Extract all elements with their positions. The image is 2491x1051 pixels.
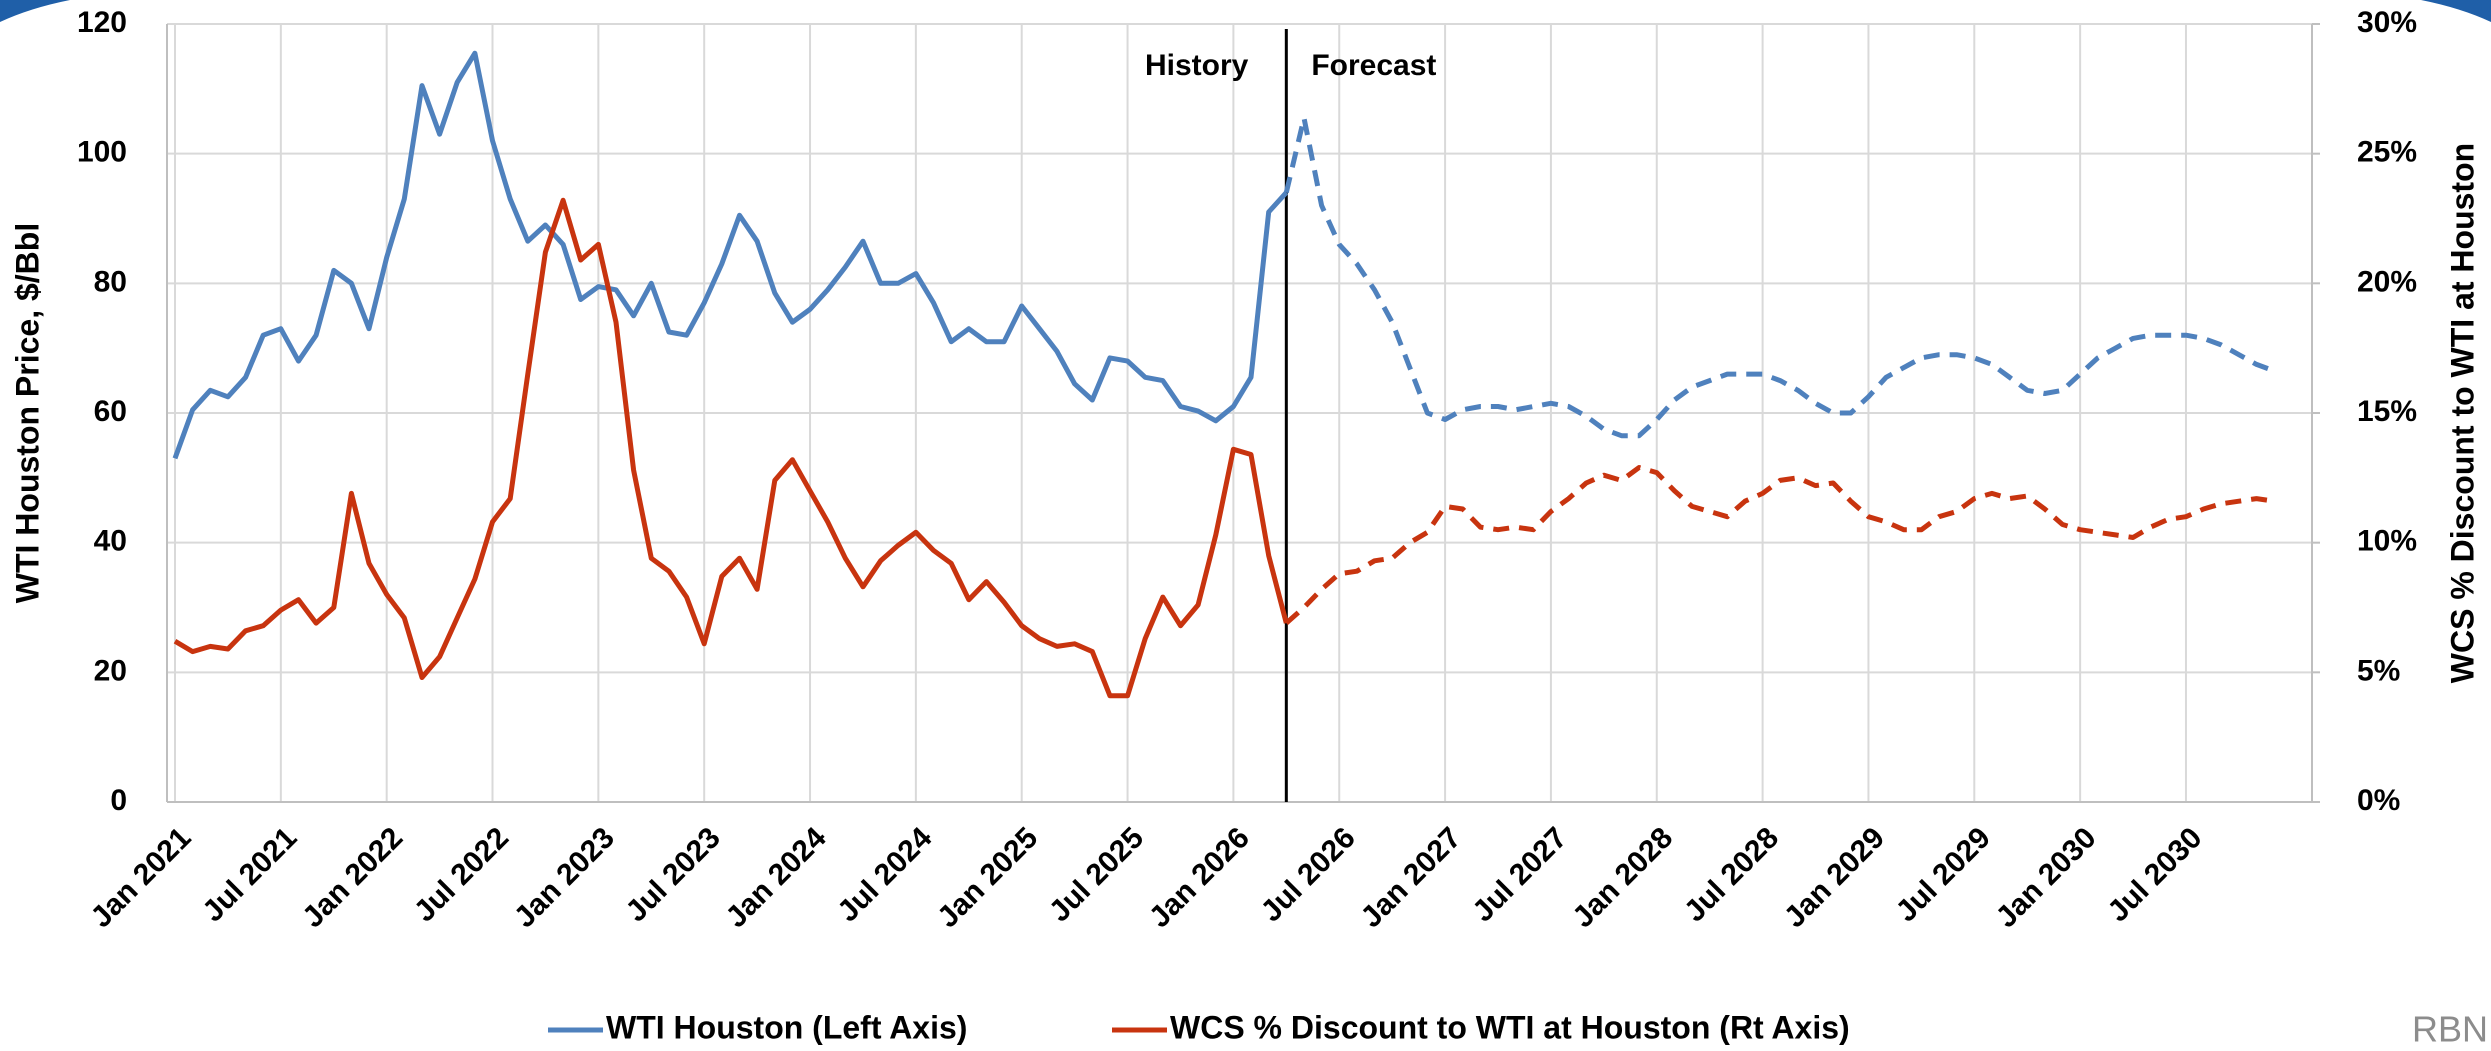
history-line [173,197,1289,699]
y2-tick-label: 0% [2357,784,2400,817]
x-tick-label: Jul 2028 [1678,821,1785,928]
logo: RBN [2412,1009,2488,1050]
x-tick-label: Jan 2024 [720,821,833,934]
y2-tick-label: 20% [2357,265,2417,298]
x-tick-label: Jul 2021 [196,821,303,928]
y2-axis-label: WCS % Discount to WTI at Houston [2444,143,2480,683]
y-tick-label: 120 [77,6,127,39]
corner-decor [0,0,70,22]
x-tick-label: Jul 2024 [831,821,938,928]
x-tick-label: Jul 2022 [408,821,515,928]
x-tick-label: Jan 2028 [1566,821,1679,934]
y-tick-label: 40 [94,525,127,558]
x-tick-label: Jul 2025 [1043,821,1150,928]
x-tick-label: Jul 2029 [1890,821,1997,928]
x-tick-label: Jan 2026 [1143,821,1256,934]
x-tick-label: Jul 2030 [2101,821,2208,928]
x-tick-label: Jan 2030 [1990,821,2103,934]
y2-tick-label: 15% [2357,395,2417,428]
x-tick-label: Jul 2027 [1466,821,1573,928]
x-tick-label: Jan 2022 [296,821,409,934]
y2-tick-label: 25% [2357,136,2417,169]
legend-label: WTI Houston (Left Axis) [606,1009,967,1045]
forecast-line [1284,465,2275,625]
y-tick-label: 20 [94,654,127,687]
annotation: Forecast [1311,49,1436,82]
y-tick-label: 0 [110,784,127,817]
x-tick-label: Jul 2026 [1255,821,1362,928]
y2-tick-label: 30% [2357,6,2417,39]
y2-tick-label: 10% [2357,525,2417,558]
forecast-line [1283,115,2276,439]
corner-decor [2421,0,2491,22]
y-tick-label: 80 [94,265,127,298]
x-tick-label: Jan 2029 [1778,821,1891,934]
x-tick-label: Jan 2021 [85,821,198,934]
x-tick-label: Jan 2023 [508,821,621,934]
x-tick-label: Jan 2025 [931,821,1044,934]
x-tick-label: Jul 2023 [620,821,727,928]
y2-tick-label: 5% [2357,654,2400,687]
legend-label: WCS % Discount to WTI at Houston (Rt Axi… [1170,1009,1850,1045]
y-tick-label: 100 [77,136,127,169]
history-line [172,50,1289,460]
annotation: History [1145,49,1249,82]
y-tick-label: 60 [94,395,127,428]
x-tick-label: Jan 2027 [1355,821,1468,934]
y-axis-label: WTI Houston Price, $/Bbl [9,223,45,603]
